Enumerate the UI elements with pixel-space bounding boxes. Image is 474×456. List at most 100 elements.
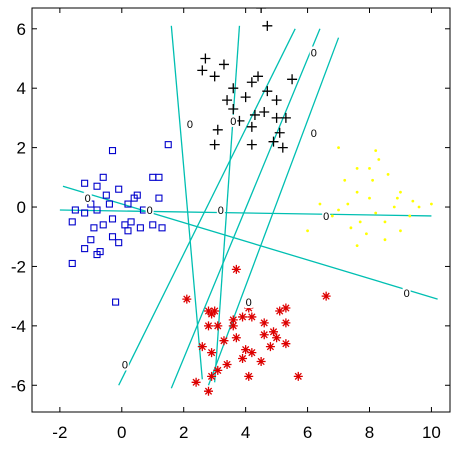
y-tick-label: 2 [17, 139, 26, 158]
contour-label: 0 [85, 193, 91, 205]
asterisk-point [213, 365, 223, 375]
asterisk-point [247, 348, 257, 358]
asterisk-point [281, 339, 291, 349]
dot-point [355, 244, 359, 248]
asterisk-point [222, 359, 232, 369]
dot-point [337, 208, 340, 212]
plus-point [228, 104, 239, 114]
contour-label-bg [229, 114, 238, 127]
asterisk-point [197, 342, 207, 352]
asterisk-point [259, 330, 269, 340]
asterisk-point [219, 336, 229, 346]
square-point [108, 147, 117, 155]
y-tick-label: 0 [17, 198, 26, 217]
asterisk-point [231, 333, 241, 343]
dot-point [355, 167, 359, 170]
square-point [112, 298, 120, 306]
plus-point [256, 8, 267, 13]
asterisk-point [272, 333, 282, 343]
plus-point [280, 112, 291, 123]
plus-point [271, 95, 282, 106]
asterisk-point [281, 318, 291, 328]
plus-point [209, 139, 220, 150]
y-tick-label: -2 [11, 257, 26, 276]
dot-point [371, 178, 374, 182]
y-tick-label: -4 [11, 317, 26, 336]
asterisk-point [244, 371, 254, 381]
dot-point [408, 214, 412, 218]
contour-label: 0 [122, 359, 128, 371]
dot-point [349, 226, 353, 230]
y-tick-label: 6 [17, 20, 26, 39]
dot-point [346, 202, 350, 206]
square-point [115, 185, 123, 193]
contour-label-bg [145, 204, 154, 216]
x-tick-label: 2 [179, 423, 188, 442]
asterisk-point [241, 345, 251, 355]
plus-point [240, 92, 251, 103]
plus-point [262, 20, 273, 31]
plus-point [287, 74, 298, 85]
square-point [93, 251, 101, 259]
plot-frame [31, 7, 451, 413]
square-point [93, 182, 101, 190]
asterisk-point [259, 318, 269, 328]
x-tick-label: 6 [303, 423, 312, 442]
contour-label: 0 [323, 211, 329, 223]
y-tick-label: -6 [11, 376, 26, 395]
asterisk-point [203, 321, 213, 331]
asterisk-point [231, 264, 241, 274]
dot-point [318, 202, 322, 206]
asterisk-point [203, 386, 213, 396]
dot-point [374, 149, 378, 152]
asterisk-point [238, 312, 248, 322]
square-point [68, 218, 76, 226]
plus-point [274, 127, 285, 138]
asterisk-point [210, 306, 220, 316]
contour-label: 0 [230, 116, 236, 128]
x-tick-label: 4 [241, 423, 250, 442]
plus-point [253, 71, 264, 82]
square-point [115, 239, 123, 247]
x-tick-label: -2 [52, 423, 67, 442]
dot-point [377, 158, 381, 161]
contour-label: 0 [311, 48, 317, 60]
contour-labels: 0 0 0 0 0 0 0 0 0 0 0 [83, 46, 411, 371]
plus-point [246, 77, 257, 88]
plus-point [271, 112, 282, 123]
boundary-line [170, 25, 203, 380]
asterisk-point [182, 294, 192, 304]
contour-label-bg [322, 209, 331, 222]
square-point [99, 173, 107, 181]
square-point [155, 173, 163, 181]
dot-point [395, 196, 399, 200]
contour-label: 0 [311, 128, 317, 140]
dot-point [330, 214, 334, 218]
square-point [158, 224, 166, 232]
x-tick-label: 10 [422, 423, 441, 442]
x-axis: -2 0 2 4 6 8 10 [52, 8, 441, 442]
x-tick-label: 8 [365, 423, 374, 442]
contour-label: 0 [246, 297, 252, 309]
contour-label: 0 [187, 119, 193, 131]
asterisk-point [207, 371, 217, 381]
contour-label: 0 [404, 288, 410, 300]
square-point [99, 221, 107, 229]
square-point [68, 259, 76, 268]
plot-background [32, 8, 450, 412]
boundary-line [118, 28, 296, 386]
square-point [124, 227, 132, 235]
plus-point [218, 59, 229, 70]
data-points [68, 8, 433, 396]
square-point [71, 206, 79, 214]
square-point [155, 194, 163, 202]
dot-point [399, 229, 402, 233]
asterisk-point [321, 291, 331, 301]
asterisk-point [265, 342, 275, 352]
asterisk-point [281, 303, 291, 313]
square-point [105, 200, 113, 208]
dot-point [368, 196, 371, 200]
contour-label-bg [185, 117, 194, 130]
dot-point [430, 202, 433, 206]
